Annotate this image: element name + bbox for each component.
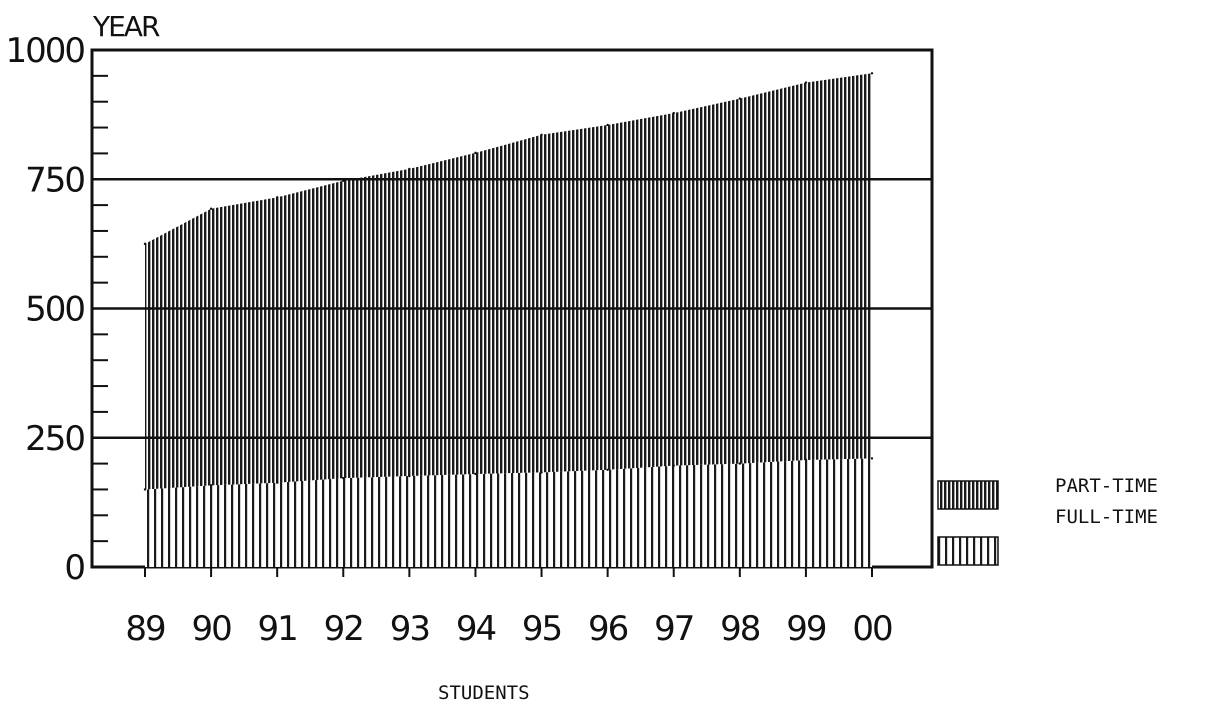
data-point-full-time-97 [672,464,675,467]
legend: PART-TIME FULL-TIME [937,475,1158,566]
data-point-full-time-94 [474,472,477,476]
data-point-part-time-93 [408,167,411,171]
data-point-part-time-97 [672,111,675,115]
data-point-part-time-94 [474,151,477,155]
data-point-part-time-96 [606,123,609,127]
legend-label-full-time: FULL-TIME [1055,506,1158,528]
data-point-full-time-95 [540,471,543,474]
y-tick-label-750: 750 [25,160,84,200]
gridlines [92,178,932,439]
data-point-full-time-92 [342,476,345,480]
data-point-part-time-99 [804,81,808,84]
data-point-part-time-91 [275,196,279,199]
x-tick-label-98: 98 [720,609,760,649]
legend-label-part-time: PART-TIME [1055,475,1158,497]
legend-swatch-part-time [937,480,999,510]
x-tick-label-89: 89 [125,609,165,649]
x-tick-label-96: 96 [588,609,628,649]
area-part-time [145,73,872,490]
x-axis: 89 90 91 92 93 94 95 96 97 98 99 00 [125,567,894,649]
data-point-full-time-99 [804,458,808,462]
y-tick-label-1000: 1000 [5,31,84,71]
plot-areas [143,72,874,567]
data-point-full-time-90 [209,484,213,487]
data-point-part-time-89 [143,242,147,246]
y-tick-label-500: 500 [25,290,84,330]
x-tick-label-97: 97 [654,609,693,649]
y-axis-title: YEAR [92,10,160,43]
x-tick-label-90: 90 [191,609,231,649]
x-tick-label-92: 92 [324,609,363,649]
area-full-time [145,458,872,567]
x-axis-title: STUDENTS [438,682,530,704]
x-tick-label-93: 93 [390,609,429,649]
data-point-full-time-96 [606,468,609,472]
data-point-full-time-91 [275,481,279,484]
data-point-part-time-95 [540,133,543,136]
x-tick-label-94: 94 [456,609,496,649]
data-point-full-time-98 [738,462,742,465]
y-axis: 0 250 500 750 1000 [5,31,108,588]
data-point-full-time-93 [408,474,411,478]
x-tick-label-99: 99 [786,609,826,649]
data-point-part-time-00 [870,72,874,75]
legend-swatch-full-time [937,536,999,566]
x-tick-label-91: 91 [258,609,297,649]
data-point-part-time-90 [209,207,213,210]
data-point-part-time-98 [738,97,742,100]
y-tick-label-250: 250 [25,419,84,459]
data-point-full-time-00 [870,457,874,460]
data-point-full-time-89 [143,488,147,491]
x-tick-label-00: 00 [852,609,892,649]
y-tick-label-0: 0 [64,548,84,588]
x-tick-label-95: 95 [522,609,561,649]
